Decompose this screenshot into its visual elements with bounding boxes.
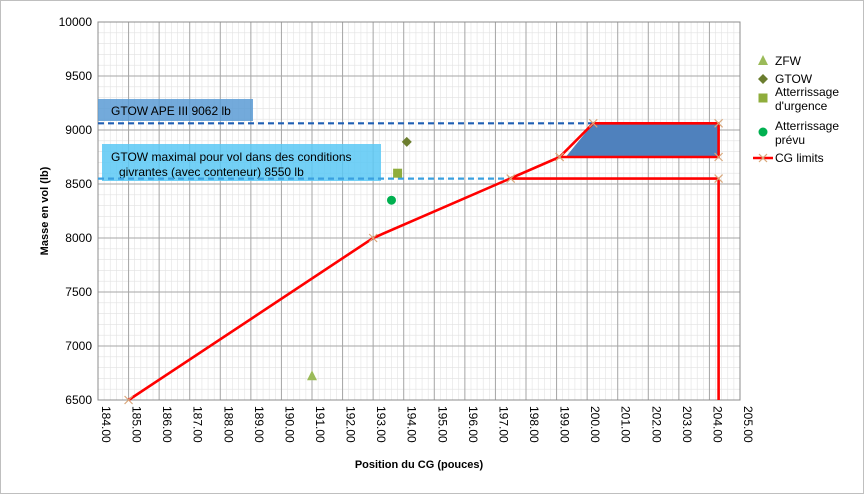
cg-vertex-marker: [588, 118, 598, 128]
legend-swatch-x: [758, 153, 768, 163]
legend-swatch-square: [758, 93, 768, 103]
x-tick-label: 191.00: [313, 406, 327, 443]
y-tick-label: 8000: [65, 231, 92, 245]
cg-envelope-area: [565, 123, 719, 157]
x-tick-label: 186.00: [160, 406, 174, 443]
legend-label: Atterrissage d'urgence: [775, 85, 839, 113]
x-tick-label: 194.00: [405, 406, 419, 443]
y-axis-title: Masse en vol (lb): [39, 166, 51, 255]
plot-area: [98, 118, 724, 405]
legend-label: ZFW: [775, 54, 802, 68]
x-tick-label: 189.00: [252, 406, 266, 443]
x-tick-label: 205.00: [741, 406, 755, 443]
x-tick-label: 184.00: [99, 406, 113, 443]
x-tick-label: 198.00: [527, 406, 541, 443]
x-axis-title: Position du CG (pouces): [355, 459, 484, 471]
legend-label: GTOW: [775, 72, 813, 86]
legend-swatch-circle: [758, 127, 768, 137]
cg-vertex-marker: [368, 233, 378, 243]
x-tick-label: 201.00: [619, 406, 633, 443]
x-tick-label: 200.00: [588, 406, 602, 443]
y-tick-label: 7500: [65, 285, 92, 299]
cg-vertex-marker: [555, 152, 565, 162]
y-tick-label: 10000: [59, 15, 93, 29]
x-tick-label: 203.00: [680, 406, 694, 443]
annotation-box-icing: [102, 144, 381, 181]
y-tick-label: 9000: [65, 123, 92, 137]
annotation-label-ape: GTOW APE III 9062 lb: [111, 104, 231, 118]
x-tick-label: 196.00: [466, 406, 480, 443]
cg-vertex-marker: [714, 118, 724, 128]
point-circle: [386, 195, 396, 205]
y-tick-label: 8500: [65, 177, 92, 191]
y-tick-label: 9500: [65, 69, 92, 83]
annotation-label-icing: GTOW maximal pour vol dans des condition…: [111, 150, 352, 179]
x-tick-label: 193.00: [374, 406, 388, 443]
grid: [97, 21, 741, 401]
x-tick-label: 195.00: [435, 406, 449, 443]
cg-vertex-marker: [714, 152, 724, 162]
cg-vertex-marker: [124, 395, 133, 405]
legend-label-line: prévu: [775, 133, 805, 147]
x-tick-label: 192.00: [344, 406, 358, 443]
legend-label-line: Atterrissage: [775, 119, 839, 133]
annotation-line-2: givrantes (avec conteneur) 8550 lb: [119, 165, 304, 179]
annotation-line-1: GTOW maximal pour vol dans des condition…: [111, 150, 352, 164]
legend-label: CG limits: [775, 151, 824, 165]
plot-background: [98, 22, 740, 400]
point-triangle: [307, 370, 317, 381]
legend-swatch-diamond: [758, 74, 768, 84]
annotation-boxes: GTOW APE III 9062 lb GTOW maximal pour vo…: [98, 99, 381, 181]
legend-label: Atterrissage prévu: [775, 119, 839, 147]
y-tick-label: 7000: [65, 339, 92, 353]
axes: 6500 7000 7500 8000 8500 9000 9500 10000 184.00 1…: [59, 15, 755, 443]
annotation-box-ape: [98, 99, 253, 121]
x-tick-label: 202.00: [649, 406, 663, 443]
point-diamond: [401, 136, 412, 147]
cg-vertex-marker: [714, 174, 724, 184]
x-tick-label: 197.00: [496, 406, 510, 443]
y-tick-label: 6500: [65, 393, 92, 407]
x-tick-label: 188.00: [221, 406, 235, 443]
legend-swatch-triangle: [758, 55, 768, 65]
x-tick-label: 187.00: [191, 406, 205, 443]
x-tick-label: 204.00: [710, 406, 724, 443]
x-tick-label: 190.00: [282, 406, 296, 443]
cg-vertex-marker: [506, 174, 516, 184]
x-tick-label: 199.00: [558, 406, 572, 443]
point-square: [393, 168, 403, 178]
legend-label-line: Atterrissage: [775, 85, 839, 99]
plot-border: [97, 21, 741, 401]
x-tick-label: 185.00: [130, 406, 144, 443]
legend-label-line: d'urgence: [775, 99, 828, 113]
